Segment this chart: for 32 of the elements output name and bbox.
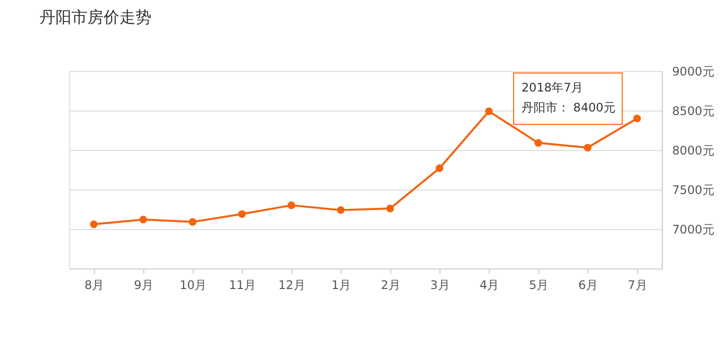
annotation: 2018年7月 — [522, 80, 584, 95]
x-tick-label: 8月 — [84, 278, 104, 292]
point — [633, 114, 641, 122]
point — [584, 144, 592, 152]
point — [288, 202, 296, 210]
y-tick-label: 8000元 — [672, 143, 714, 158]
x-tick-label: 3月 — [430, 278, 450, 292]
x-tick-label: 10月 — [180, 278, 207, 292]
x-tick-label: 2月 — [380, 278, 400, 292]
y-tick-label: 8500元 — [672, 104, 714, 118]
x-tick-label: 11月 — [228, 278, 256, 292]
x-tick-label: 7月 — [628, 278, 648, 292]
point — [436, 164, 444, 172]
x-tick-label: 9月 — [134, 278, 154, 292]
x-tick-label: 12月 — [278, 278, 306, 292]
x-tick-label: 1月 — [331, 278, 352, 292]
x-tick-label: 5月 — [529, 278, 549, 292]
y-tick-label: 7000元 — [672, 222, 714, 236]
x-tick-label: 4月 — [480, 278, 500, 292]
y-tick-label: 7500元 — [672, 182, 714, 197]
chart-title: 丹阳市房价走势 — [40, 8, 152, 27]
point — [90, 220, 98, 228]
point — [386, 204, 394, 212]
point — [188, 218, 196, 226]
point — [534, 139, 542, 147]
point — [485, 107, 493, 116]
point — [238, 210, 246, 218]
point — [336, 206, 345, 214]
annotation: 丹阳市： 8400元 — [522, 100, 616, 114]
point — [139, 216, 148, 224]
x-tick-label: 6月 — [578, 278, 598, 292]
y-tick-label: 9000元 — [672, 64, 714, 78]
